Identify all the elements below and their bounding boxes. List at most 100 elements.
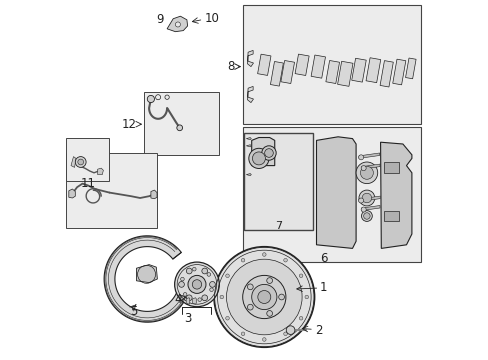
Polygon shape: [270, 62, 283, 86]
Polygon shape: [294, 54, 308, 76]
Circle shape: [202, 268, 207, 274]
Polygon shape: [247, 86, 253, 103]
Circle shape: [220, 295, 223, 299]
Polygon shape: [98, 168, 103, 175]
Circle shape: [147, 95, 154, 103]
Circle shape: [355, 162, 377, 184]
Polygon shape: [392, 59, 405, 85]
Polygon shape: [136, 265, 157, 283]
Circle shape: [175, 22, 180, 27]
Circle shape: [361, 207, 366, 212]
Text: 6: 6: [319, 252, 327, 265]
Bar: [384, 211, 398, 221]
Circle shape: [75, 157, 86, 167]
Text: 8: 8: [226, 60, 234, 73]
Bar: [144, 92, 219, 155]
Bar: [244, 133, 312, 230]
Circle shape: [187, 275, 205, 293]
Circle shape: [247, 284, 253, 290]
Polygon shape: [251, 138, 274, 166]
Circle shape: [261, 146, 276, 160]
Circle shape: [266, 278, 272, 283]
Circle shape: [242, 275, 285, 319]
Circle shape: [278, 294, 284, 300]
Circle shape: [257, 291, 270, 303]
Circle shape: [358, 190, 374, 206]
Text: 1: 1: [320, 281, 327, 294]
Circle shape: [192, 280, 201, 289]
Circle shape: [299, 316, 302, 320]
Bar: [66, 138, 109, 181]
Circle shape: [252, 152, 265, 165]
Circle shape: [225, 316, 229, 320]
Circle shape: [209, 288, 213, 292]
Text: 3: 3: [184, 312, 191, 325]
Circle shape: [264, 149, 273, 157]
Polygon shape: [361, 206, 379, 211]
Polygon shape: [247, 50, 253, 67]
Text: 12: 12: [121, 118, 136, 131]
Polygon shape: [246, 138, 251, 140]
Polygon shape: [380, 142, 411, 248]
Text: 2: 2: [314, 324, 322, 337]
Circle shape: [247, 304, 253, 310]
Polygon shape: [316, 137, 355, 248]
Polygon shape: [366, 58, 380, 83]
Circle shape: [358, 155, 363, 160]
Bar: [66, 153, 157, 228]
Circle shape: [225, 274, 229, 278]
Circle shape: [202, 295, 207, 301]
Circle shape: [262, 338, 265, 341]
Polygon shape: [361, 164, 379, 169]
Circle shape: [186, 295, 192, 301]
Circle shape: [183, 293, 186, 296]
Polygon shape: [257, 54, 270, 76]
Circle shape: [174, 262, 219, 307]
Circle shape: [180, 277, 184, 281]
Circle shape: [248, 148, 268, 168]
Circle shape: [358, 198, 363, 203]
Polygon shape: [379, 60, 392, 87]
Circle shape: [192, 267, 196, 271]
Circle shape: [177, 125, 182, 131]
Polygon shape: [310, 55, 325, 78]
Polygon shape: [186, 298, 189, 304]
Text: 10: 10: [204, 12, 219, 25]
Polygon shape: [167, 16, 187, 32]
Circle shape: [206, 273, 210, 276]
Circle shape: [266, 311, 272, 316]
Polygon shape: [405, 58, 415, 79]
Circle shape: [251, 284, 276, 310]
Circle shape: [213, 247, 314, 347]
Text: 11: 11: [80, 177, 95, 190]
Circle shape: [362, 193, 371, 203]
Polygon shape: [351, 58, 366, 82]
Polygon shape: [280, 60, 294, 84]
Polygon shape: [246, 145, 251, 147]
Polygon shape: [192, 298, 196, 304]
Circle shape: [198, 298, 201, 301]
Polygon shape: [358, 196, 380, 202]
Circle shape: [299, 274, 302, 278]
Circle shape: [305, 295, 308, 299]
Circle shape: [178, 282, 184, 287]
Bar: [384, 162, 398, 173]
Text: 4: 4: [174, 293, 181, 306]
Circle shape: [209, 282, 215, 287]
Polygon shape: [337, 61, 352, 86]
Circle shape: [283, 258, 287, 262]
Circle shape: [241, 258, 244, 262]
Polygon shape: [69, 189, 75, 198]
Text: 7: 7: [275, 221, 282, 231]
Circle shape: [226, 259, 302, 335]
Polygon shape: [325, 60, 339, 84]
Bar: [243, 127, 420, 262]
Circle shape: [241, 332, 244, 336]
Circle shape: [363, 213, 369, 219]
Text: 9: 9: [156, 13, 163, 26]
Text: 5: 5: [130, 305, 138, 318]
Circle shape: [262, 253, 265, 256]
Polygon shape: [151, 190, 157, 199]
Circle shape: [285, 326, 294, 334]
Circle shape: [361, 211, 371, 221]
